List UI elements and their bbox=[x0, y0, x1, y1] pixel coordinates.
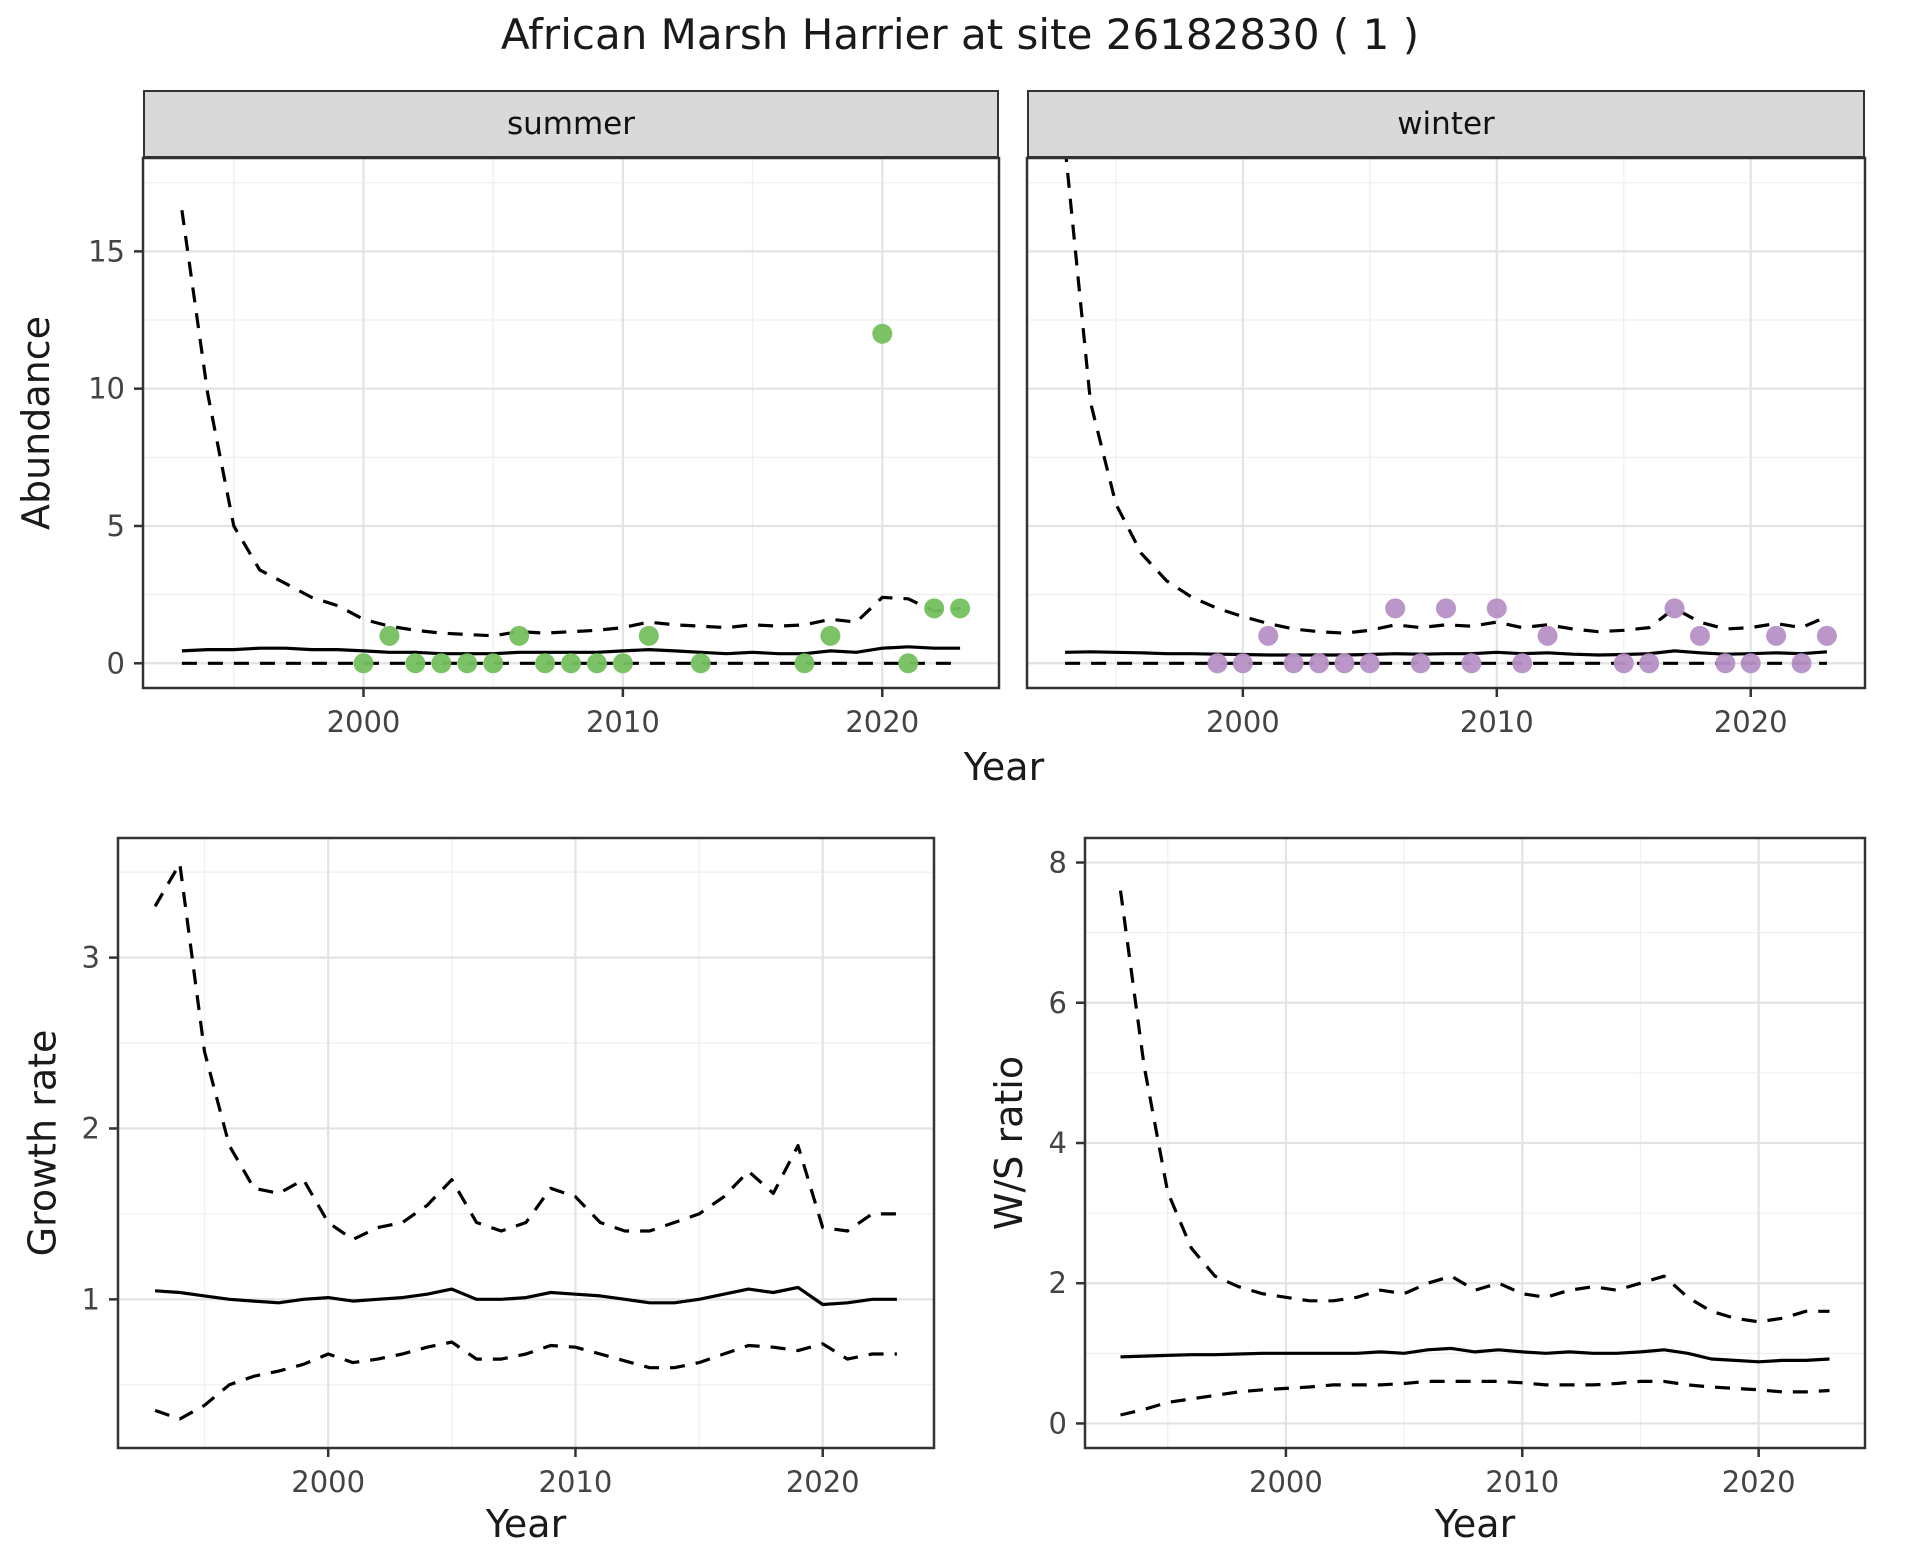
ws-x-axis-label: Year bbox=[1434, 1502, 1516, 1546]
svg-text:3: 3 bbox=[82, 941, 100, 975]
svg-text:2010: 2010 bbox=[1460, 705, 1534, 739]
svg-text:0: 0 bbox=[1049, 1406, 1067, 1440]
svg-text:2020: 2020 bbox=[1722, 1465, 1796, 1499]
svg-text:4: 4 bbox=[1049, 1126, 1067, 1160]
chart-title: African Marsh Harrier at site 26182830 (… bbox=[500, 10, 1420, 59]
svg-text:0: 0 bbox=[107, 646, 125, 680]
svg-text:6: 6 bbox=[1049, 986, 1067, 1020]
growth-rate-plot: 2000 2010 2020 1 2 3 bbox=[82, 836, 936, 1499]
growth-x-axis-label: Year bbox=[485, 1502, 567, 1546]
svg-text:2: 2 bbox=[82, 1111, 100, 1145]
svg-text:15: 15 bbox=[88, 234, 125, 268]
svg-text:2010: 2010 bbox=[586, 705, 660, 739]
svg-text:2000: 2000 bbox=[327, 705, 401, 739]
svg-text:2000: 2000 bbox=[1249, 1465, 1323, 1499]
facet-strip-winter-label: winter bbox=[1397, 106, 1495, 142]
facet-strip-summer: summer bbox=[143, 90, 999, 158]
svg-text:2: 2 bbox=[1049, 1266, 1067, 1300]
growth-axis-label: Growth rate bbox=[20, 1029, 64, 1257]
svg-text:2020: 2020 bbox=[1714, 705, 1788, 739]
ws-axis-label: W/S ratio bbox=[987, 1055, 1032, 1231]
ws-ratio-plot: 2000 2010 2020 0 2 4 6 8 bbox=[1049, 836, 1867, 1499]
svg-text:8: 8 bbox=[1049, 846, 1067, 880]
svg-text:10: 10 bbox=[88, 372, 125, 406]
svg-text:1: 1 bbox=[82, 1282, 100, 1316]
facet-strip-winter: winter bbox=[1027, 90, 1865, 158]
summer-abundance-plot: 2000 2010 2020 0 5 10 15 bbox=[88, 156, 1001, 739]
svg-text:2020: 2020 bbox=[845, 705, 919, 739]
top-x-axis-label: Year bbox=[963, 745, 1045, 789]
svg-text:2000: 2000 bbox=[1206, 705, 1280, 739]
svg-text:2020: 2020 bbox=[786, 1465, 860, 1499]
svg-text:5: 5 bbox=[107, 509, 125, 543]
svg-text:2000: 2000 bbox=[291, 1465, 365, 1499]
winter-abundance-plot: 2000 2010 2020 bbox=[1025, 156, 1867, 739]
svg-text:2010: 2010 bbox=[1485, 1465, 1559, 1499]
facet-strip-summer-label: summer bbox=[506, 106, 635, 142]
abundance-axis-label: Abundance bbox=[14, 315, 59, 531]
svg-text:2010: 2010 bbox=[539, 1465, 613, 1499]
